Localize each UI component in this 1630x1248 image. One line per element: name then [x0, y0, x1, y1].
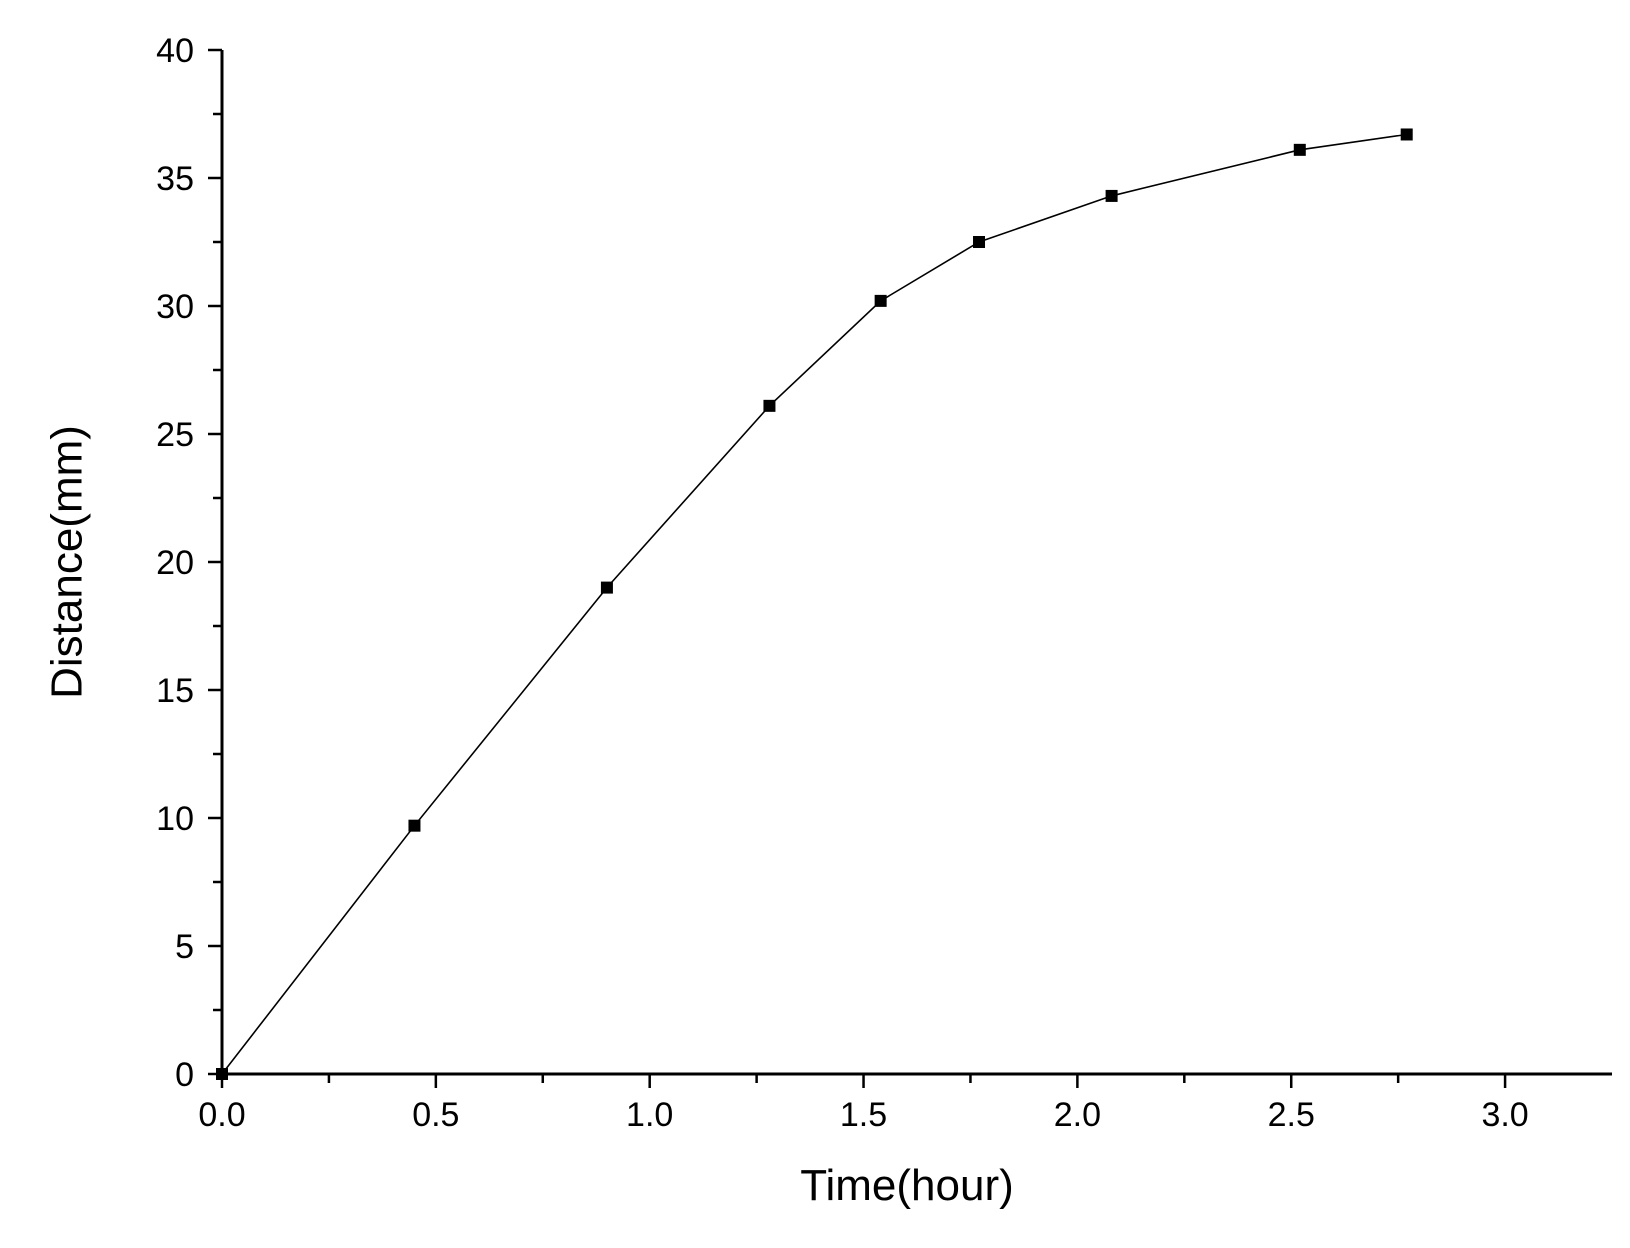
- data-point: [1400, 128, 1413, 141]
- y-tick-label: 10: [156, 800, 194, 838]
- y-tick-label: 40: [156, 32, 194, 70]
- x-tick-label: 0.0: [198, 1096, 245, 1134]
- series-layer: [216, 128, 1413, 1080]
- x-tick-label: 0.5: [412, 1096, 459, 1134]
- x-axis-title: Time(hour): [800, 1161, 1014, 1210]
- data-point: [408, 819, 421, 832]
- x-axis-ticks: 0.0 0.5 1.0 1.5 2.0 2.5 3.0: [198, 1074, 1529, 1134]
- y-tick-label: 25: [156, 416, 194, 454]
- x-tick-label: 3.0: [1481, 1096, 1528, 1134]
- y-tick-label: 20: [156, 544, 194, 582]
- x-tick-label: 1.0: [626, 1096, 673, 1134]
- data-point: [216, 1068, 228, 1080]
- x-tick-label: 2.5: [1268, 1096, 1315, 1134]
- y-tick-label: 35: [156, 160, 194, 198]
- data-point: [1293, 143, 1306, 156]
- x-tick-label: 2.0: [1054, 1096, 1101, 1134]
- y-axis-title: Distance(mm): [42, 425, 91, 699]
- y-tick-label: 15: [156, 672, 194, 710]
- data-point: [1105, 189, 1118, 202]
- data-point: [973, 236, 986, 248]
- data-point: [600, 581, 613, 594]
- y-axis-ticks: 0 5 10 15 20 25 30 35 40: [156, 32, 222, 1094]
- data-point: [763, 399, 776, 412]
- data-point: [874, 294, 887, 307]
- y-tick-label: 30: [156, 288, 194, 326]
- x-tick-label: 1.5: [840, 1096, 887, 1134]
- y-tick-label: 0: [175, 1056, 194, 1094]
- y-tick-label: 5: [175, 928, 194, 966]
